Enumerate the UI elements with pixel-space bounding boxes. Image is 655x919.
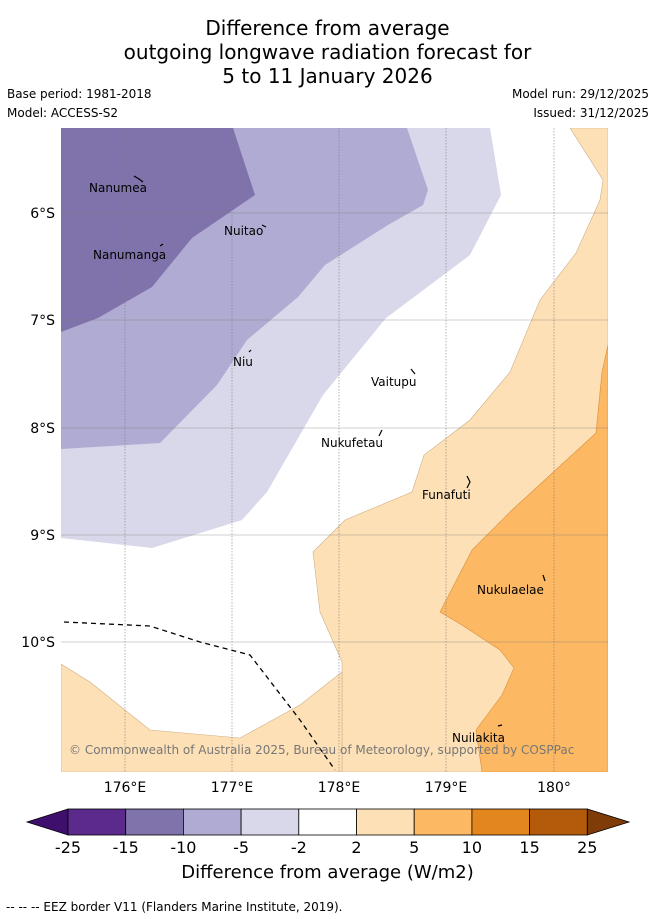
colorbar-tick: 10 <box>462 838 482 857</box>
issued-date: Issued: 31/12/2025 <box>533 106 649 120</box>
colorbar-tick: -5 <box>233 838 249 857</box>
island-shape-nukufetau <box>378 429 383 437</box>
lat-label-10s: 10°S <box>21 635 55 651</box>
island-shape-nanumanga <box>159 243 164 247</box>
colorbar-tick: -10 <box>170 838 196 857</box>
colorbar-arrow-left <box>25 808 69 836</box>
island-shape-niu <box>248 349 252 353</box>
place-label-nukulaelae: Nukulaelae <box>477 583 544 597</box>
colorbar-tick: 5 <box>409 838 419 857</box>
colorbar <box>25 808 631 836</box>
place-label-nuilakita: Nuilakita <box>452 731 505 745</box>
colorbar-tick: -15 <box>113 838 139 857</box>
lon-label-177e: 177°E <box>211 780 254 796</box>
colorbar-segment <box>413 808 473 836</box>
place-label-funafuti: Funafuti <box>422 488 471 502</box>
colorbar-segment <box>125 808 184 836</box>
colorbar-tick: -25 <box>55 838 81 857</box>
colorbar-title: Difference from average (W/m2) <box>181 862 474 883</box>
contour-minus-15-to-minus-10 <box>61 128 255 332</box>
title-line-2: outgoing longwave radiation forecast for <box>123 40 532 64</box>
lon-label-176e: 176°E <box>104 780 147 796</box>
colorbar-segment <box>529 808 588 836</box>
eez-legend: -- -- -- EEZ border V11 (Flanders Marine… <box>6 900 343 914</box>
copyright-text: © Commonwealth of Australia 2025, Bureau… <box>69 743 574 757</box>
island-shape-vaitupu <box>410 368 416 375</box>
lon-label-179e: 179°E <box>425 780 468 796</box>
colorbar-tick: 15 <box>519 838 539 857</box>
island-shape-nukulaelae <box>542 574 546 582</box>
lat-label-6s: 6°S <box>30 206 55 222</box>
base-period: Base period: 1981-2018 <box>7 87 152 101</box>
place-label-vaitupu: Vaitupu <box>371 375 417 389</box>
colorbar-tick: 25 <box>577 838 597 857</box>
island-shape-nuilakita <box>497 724 503 727</box>
colorbar-segment <box>240 808 300 836</box>
island-shapes <box>133 175 546 727</box>
title-line-1: Difference from average <box>205 16 450 40</box>
lat-label-8s: 8°S <box>30 421 55 437</box>
colorbar-segment <box>182 808 242 836</box>
lon-label-180: 180° <box>537 780 571 796</box>
colorbar-segment <box>356 808 415 836</box>
contour-2-to-5-southwest <box>61 663 343 772</box>
place-label-nukufetau: Nukufetau <box>321 436 383 450</box>
colorbar-arrow-right <box>586 808 631 836</box>
colorbar-segment <box>298 808 357 836</box>
lon-label-178e: 178°E <box>318 780 361 796</box>
place-label-nuitao: Nuitao <box>224 224 263 238</box>
lat-label-7s: 7°S <box>30 313 55 329</box>
eez-border <box>63 621 336 771</box>
island-shape-funafuti <box>466 475 471 489</box>
colorbar-segment <box>67 808 127 836</box>
place-label-nanumanga: Nanumanga <box>93 248 166 262</box>
place-label-niu: Niu <box>233 355 253 369</box>
colorbar-tick: 2 <box>351 838 361 857</box>
contour-5-to-10-east <box>439 344 608 772</box>
place-label-nanumea: Nanumea <box>89 181 147 195</box>
island-shape-nanumea <box>133 175 144 183</box>
contour-fills <box>61 128 608 772</box>
island-shape-nuitao <box>261 224 267 228</box>
colorbar-segment <box>471 808 530 836</box>
title-line-3: 5 to 11 January 2026 <box>222 64 433 88</box>
model-run: Model run: 29/12/2025 <box>511 87 649 101</box>
lat-label-9s: 9°S <box>30 528 55 544</box>
model-name: Model: ACCESS-S2 <box>7 106 119 120</box>
gridlines <box>61 128 608 772</box>
colorbar-tick: -2 <box>291 838 307 857</box>
